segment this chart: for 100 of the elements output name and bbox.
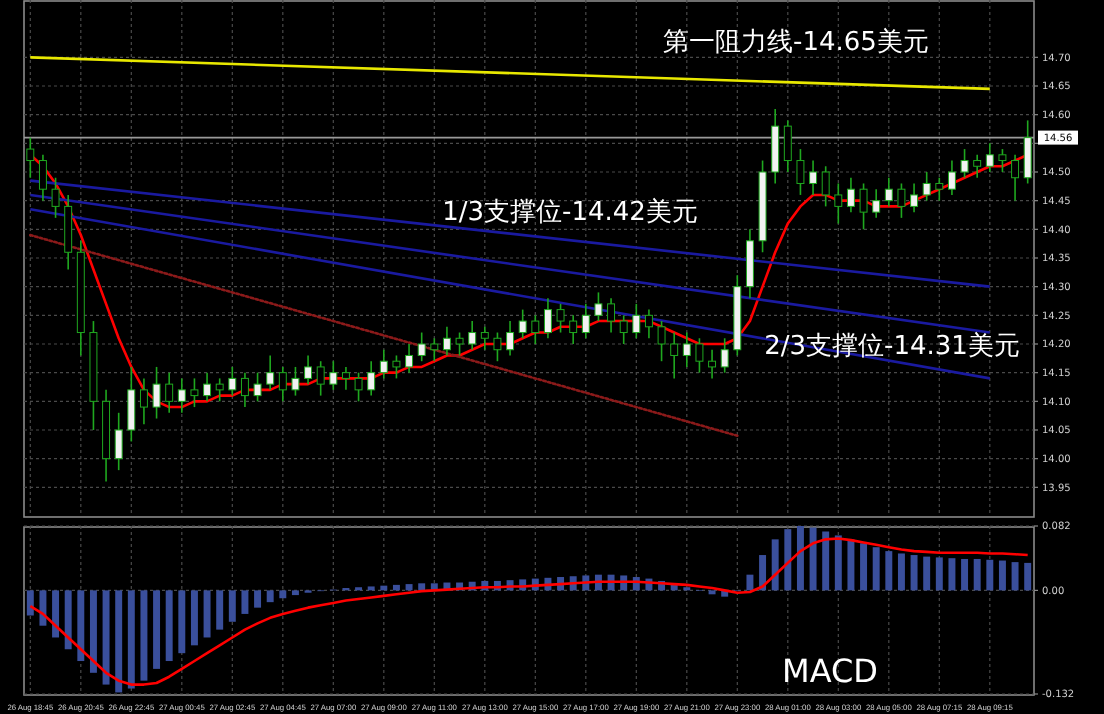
candlestick (872, 188, 881, 219)
candlestick (922, 171, 931, 202)
bar (241, 590, 249, 614)
candlestick (884, 176, 893, 208)
candlestick (682, 331, 691, 368)
bar (910, 555, 918, 591)
candlestick (745, 228, 754, 299)
candlestick (998, 148, 1007, 173)
candlestick (1011, 154, 1020, 202)
candlestick (215, 377, 224, 403)
candlestick (543, 297, 552, 340)
candlestick (291, 366, 300, 397)
candlestick (26, 136, 35, 179)
annotation: 第一阻力线-14.65美元 (663, 26, 929, 58)
bar (973, 558, 981, 591)
bar (77, 590, 85, 662)
candlestick (670, 331, 679, 380)
candlestick (240, 371, 249, 408)
candlestick (594, 291, 603, 322)
candlestick (897, 182, 906, 219)
candlestick (846, 176, 855, 213)
bar (203, 590, 211, 638)
bar (39, 590, 47, 626)
bar (115, 590, 123, 693)
candlestick (139, 377, 148, 426)
candlestick (695, 337, 704, 374)
bar (771, 539, 779, 591)
candlestick (783, 119, 792, 173)
bar (153, 590, 161, 669)
candlestick (809, 159, 818, 196)
candlestick (392, 354, 401, 380)
bar (935, 557, 943, 591)
candlestick (720, 337, 729, 374)
bar (860, 543, 868, 591)
candlestick (316, 360, 325, 397)
bar (52, 590, 60, 638)
candlestick (619, 314, 628, 345)
candlestick (304, 354, 313, 385)
candlestick (203, 371, 212, 403)
bar (872, 547, 880, 591)
bar (847, 539, 855, 591)
candlestick (442, 326, 451, 357)
candlestick (266, 354, 275, 391)
candlestick (556, 303, 565, 334)
bar (26, 590, 34, 616)
bar (822, 531, 830, 591)
bar (986, 559, 994, 591)
candlestick (493, 331, 502, 362)
candlestick (480, 326, 489, 351)
candlestick (947, 159, 956, 196)
candlestick (581, 303, 590, 340)
candlestick (506, 320, 515, 357)
bar (392, 584, 400, 591)
candlestick (127, 366, 136, 443)
candlestick (354, 371, 363, 403)
bar (961, 558, 969, 591)
candlestick (910, 182, 919, 213)
candlestick (985, 142, 994, 173)
candlestick (455, 331, 464, 357)
candlestick (657, 320, 666, 362)
bar (190, 590, 198, 646)
candlestick (417, 331, 426, 362)
bar (923, 556, 931, 591)
candlestick (177, 377, 186, 414)
candlestick (278, 366, 287, 403)
candlestick (821, 165, 830, 208)
bar (998, 560, 1006, 591)
candlestick (960, 148, 969, 179)
candlestick (253, 371, 262, 403)
bar (89, 590, 97, 673)
bar (418, 583, 426, 591)
candlestick (114, 412, 123, 471)
bar (784, 529, 792, 591)
candlestick (228, 366, 237, 397)
annotation: 1/3支撑位-14.42美元 (442, 196, 698, 228)
bar (897, 553, 905, 591)
bar (796, 526, 804, 591)
bar (102, 590, 110, 685)
bar (759, 555, 767, 591)
bar (834, 535, 842, 591)
bar (165, 590, 173, 662)
candlestick (51, 176, 60, 219)
candlestick (518, 308, 527, 340)
bar (228, 590, 236, 622)
bar (291, 590, 299, 596)
candlestick (973, 154, 982, 179)
bar (178, 590, 186, 654)
candlestick (405, 343, 414, 374)
candlestick (64, 194, 73, 271)
bar (64, 590, 72, 650)
candlestick (859, 182, 868, 231)
bar (254, 590, 262, 608)
candlestick (834, 182, 843, 225)
candlestick (632, 303, 641, 340)
candlestick (771, 108, 780, 185)
candlestick (379, 348, 388, 380)
annotation: MACD (782, 652, 878, 690)
candlestick (341, 366, 350, 391)
bar (885, 551, 893, 591)
bar (216, 590, 224, 630)
